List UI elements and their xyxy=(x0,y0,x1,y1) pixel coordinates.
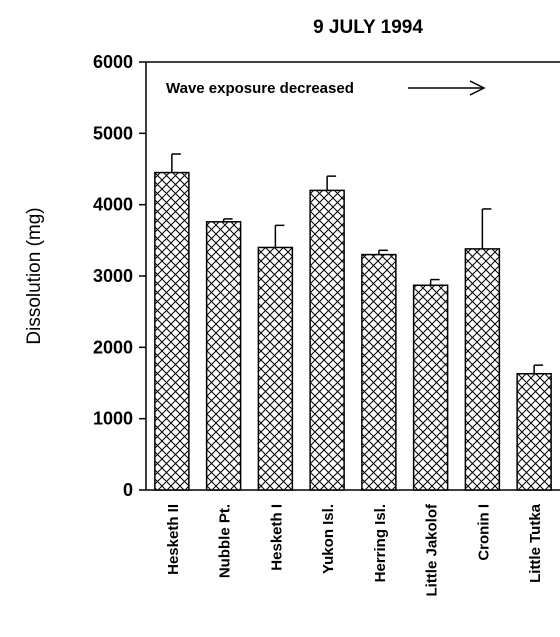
category-label: Nubble Pt. xyxy=(217,504,234,578)
annotation-text: Wave exposure decreased xyxy=(166,80,354,97)
error-bars xyxy=(171,153,544,374)
bar xyxy=(464,248,501,491)
category-label: Hesketh II xyxy=(165,504,182,575)
y-tick-label: 1000 xyxy=(93,409,133,429)
category-label: Little Jakolof xyxy=(424,503,441,597)
y-tick-label: 4000 xyxy=(93,195,133,215)
y-tick-label: 3000 xyxy=(93,266,133,286)
bar xyxy=(361,253,397,491)
bar xyxy=(257,246,294,491)
y-tick-label: 0 xyxy=(123,480,133,500)
annotation-arrowhead-icon xyxy=(469,80,486,96)
y-ticks: 0 1000 2000 3000 4000 5000 6000 xyxy=(93,52,146,500)
bar xyxy=(516,372,552,491)
category-labels: Hesketh II Nubble Pt. Hesketh I Yukon Isl. H… xyxy=(165,503,544,597)
bar xyxy=(309,189,345,491)
bar xyxy=(154,171,190,491)
bar xyxy=(412,284,449,491)
y-tick-label: 2000 xyxy=(93,337,133,357)
category-label: Yukon Isl. xyxy=(320,504,337,574)
bars xyxy=(154,171,552,491)
category-label: Little Tutka xyxy=(527,503,544,583)
wave-exposure-annotation: Wave exposure decreased xyxy=(166,80,486,97)
y-axis-label: Dissolution (mg) xyxy=(24,207,45,344)
bar xyxy=(205,221,242,491)
category-label: Hesketh I xyxy=(268,504,285,571)
category-label: Cronin I xyxy=(475,504,492,561)
y-tick-label: 6000 xyxy=(93,52,133,72)
category-label: Herring Isl. xyxy=(372,504,389,582)
chart-title: 9 JULY 1994 xyxy=(313,17,423,38)
y-tick-label: 5000 xyxy=(93,123,133,143)
